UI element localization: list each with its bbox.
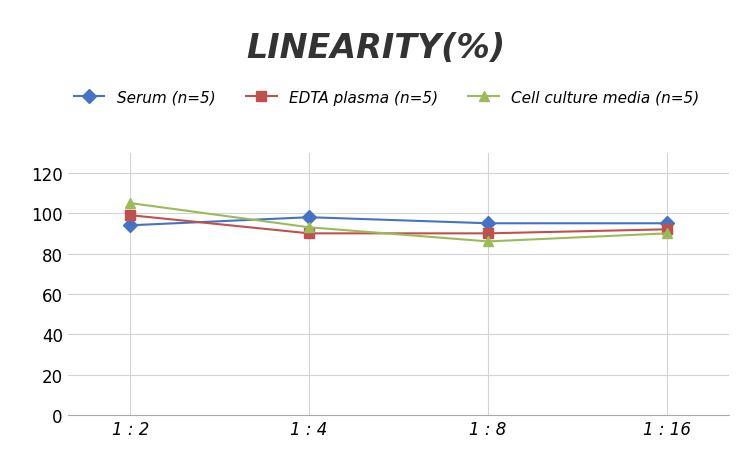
- Cell culture media (n=5): [663, 231, 672, 236]
- Cell culture media (n=5): [305, 225, 314, 230]
- Line: EDTA plasma (n=5): EDTA plasma (n=5): [126, 211, 672, 239]
- Legend: Serum (n=5), EDTA plasma (n=5), Cell culture media (n=5): Serum (n=5), EDTA plasma (n=5), Cell cul…: [68, 84, 705, 111]
- EDTA plasma (n=5): [484, 231, 493, 236]
- Serum (n=5): [663, 221, 672, 226]
- Serum (n=5): [126, 223, 135, 229]
- Line: Serum (n=5): Serum (n=5): [126, 213, 672, 230]
- Cell culture media (n=5): [126, 201, 135, 207]
- Serum (n=5): [484, 221, 493, 226]
- Serum (n=5): [305, 215, 314, 221]
- Text: LINEARITY(%): LINEARITY(%): [247, 32, 505, 64]
- EDTA plasma (n=5): [126, 213, 135, 218]
- EDTA plasma (n=5): [305, 231, 314, 236]
- Line: Cell culture media (n=5): Cell culture media (n=5): [126, 199, 672, 247]
- Cell culture media (n=5): [484, 239, 493, 244]
- EDTA plasma (n=5): [663, 227, 672, 233]
